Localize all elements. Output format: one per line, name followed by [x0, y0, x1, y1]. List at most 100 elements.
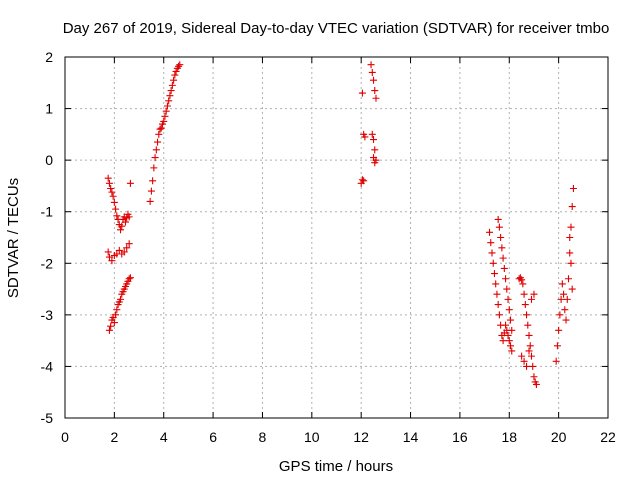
- data-point: [123, 244, 131, 252]
- data-point: [486, 228, 494, 236]
- data-point: [108, 188, 116, 196]
- x-tick-label: 18: [501, 429, 517, 445]
- data-point: [569, 185, 577, 193]
- data-point: [494, 215, 502, 223]
- x-tick-label: 12: [353, 429, 369, 445]
- data-point: [167, 87, 175, 95]
- data-point: [532, 380, 540, 388]
- data-point: [498, 244, 506, 252]
- data-point: [505, 337, 513, 345]
- data-point: [567, 223, 575, 231]
- data-point: [489, 259, 497, 267]
- data-point: [358, 89, 366, 97]
- data-point: [120, 248, 128, 256]
- data-point: [504, 331, 512, 339]
- data-point: [160, 117, 168, 125]
- x-tick-label: 22: [600, 429, 616, 445]
- data-point: [568, 285, 576, 293]
- data-point: [117, 295, 125, 303]
- data-points: [104, 61, 577, 388]
- data-point: [107, 185, 115, 193]
- data-point: [371, 87, 379, 95]
- data-point: [147, 187, 155, 195]
- data-point: [560, 290, 568, 298]
- data-point: [566, 249, 574, 257]
- data-point: [562, 316, 570, 324]
- data-point: [155, 130, 163, 138]
- data-point: [525, 347, 533, 355]
- data-point: [175, 62, 183, 70]
- data-point: [171, 71, 179, 79]
- data-point: [505, 306, 513, 314]
- data-point: [112, 311, 120, 319]
- data-point: [117, 226, 125, 234]
- data-point: [557, 295, 565, 303]
- data-point: [146, 197, 154, 205]
- data-point: [371, 159, 379, 167]
- data-point: [154, 138, 162, 146]
- data-point: [125, 240, 133, 248]
- data-point: [525, 331, 533, 339]
- data-point: [172, 67, 180, 75]
- data-point: [530, 373, 538, 381]
- y-tick-label: 0: [45, 152, 53, 168]
- data-point: [126, 179, 134, 187]
- data-point: [149, 177, 157, 185]
- data-point: [367, 61, 375, 69]
- data-point: [492, 280, 500, 288]
- data-point: [520, 357, 528, 365]
- data-point: [561, 306, 569, 314]
- data-point: [487, 239, 495, 247]
- data-point: [104, 174, 112, 182]
- data-point: [530, 290, 538, 298]
- data-point: [558, 280, 566, 288]
- data-point: [499, 254, 507, 262]
- x-tick-label: 2: [110, 429, 118, 445]
- y-tick-label: 1: [45, 101, 53, 117]
- data-point: [565, 275, 573, 283]
- data-point: [108, 257, 116, 265]
- y-tick-label: -1: [41, 204, 54, 220]
- data-point: [105, 179, 113, 187]
- data-point: [503, 285, 511, 293]
- data-point: [518, 352, 526, 360]
- data-point: [500, 264, 508, 272]
- data-point: [519, 280, 527, 288]
- data-point: [567, 259, 575, 267]
- data-point: [358, 176, 366, 184]
- data-point: [494, 301, 502, 309]
- data-point: [507, 342, 515, 350]
- data-point: [104, 248, 112, 256]
- data-point: [370, 136, 378, 144]
- x-tick-label: 14: [403, 429, 419, 445]
- data-point: [520, 290, 528, 298]
- data-point: [118, 222, 126, 230]
- data-point: [126, 274, 134, 282]
- data-point: [372, 94, 380, 102]
- data-point: [125, 213, 133, 221]
- data-point: [113, 212, 121, 220]
- data-point: [370, 76, 378, 84]
- x-tick-label: 0: [61, 429, 69, 445]
- data-point: [361, 133, 369, 141]
- x-tick-label: 4: [160, 429, 168, 445]
- data-point: [105, 326, 113, 334]
- data-point: [524, 321, 532, 329]
- x-tick-label: 10: [304, 429, 320, 445]
- data-point: [371, 146, 379, 154]
- data-point: [553, 342, 561, 350]
- x-tick-label: 16: [452, 429, 468, 445]
- y-tick-label: -4: [41, 358, 54, 374]
- y-tick-label: -5: [41, 410, 54, 426]
- data-point: [527, 352, 535, 360]
- data-point: [157, 124, 165, 132]
- data-point: [370, 154, 378, 162]
- data-point: [507, 316, 515, 324]
- data-point: [490, 270, 498, 278]
- data-point: [521, 301, 529, 309]
- data-point: [156, 125, 164, 133]
- data-point: [527, 295, 535, 303]
- x-tick-label: 6: [209, 429, 217, 445]
- data-point: [504, 295, 512, 303]
- data-point: [499, 337, 507, 345]
